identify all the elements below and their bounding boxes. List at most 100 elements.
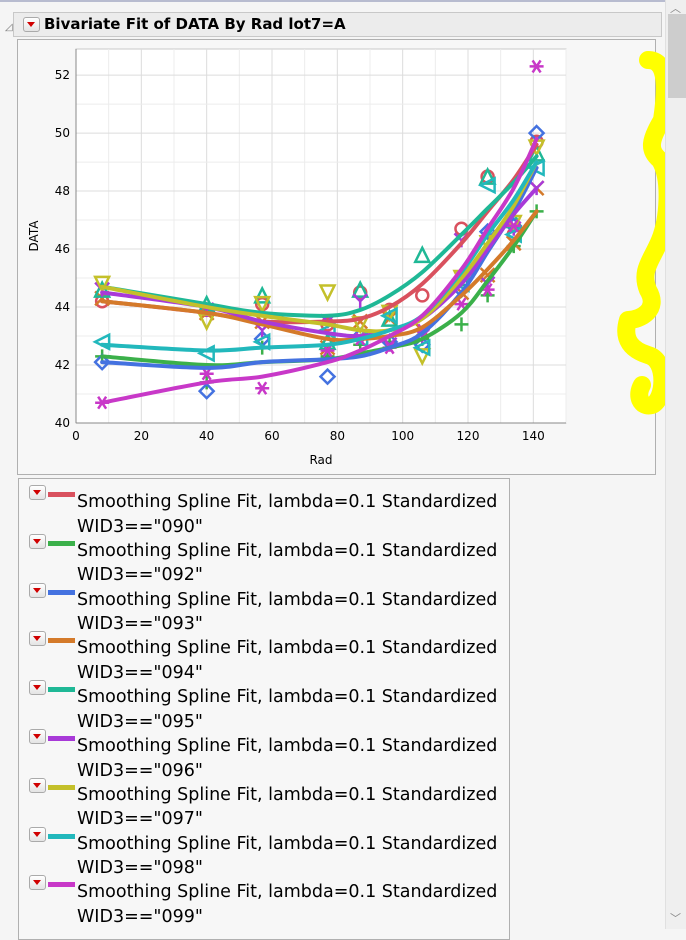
- data-point-circle: [415, 288, 430, 303]
- red-triangle-menu-icon[interactable]: [29, 582, 46, 598]
- legend-swatch: [48, 882, 75, 888]
- red-triangle-menu-icon[interactable]: [29, 826, 46, 842]
- data-point-diamond: [318, 367, 337, 386]
- window-top-border: [0, 0, 686, 2]
- red-triangle-menu-icon[interactable]: [29, 875, 46, 891]
- data-point-triangle-down: [253, 295, 272, 314]
- legend-item: Smoothing Spline Fit, lambda=0.1 Standar…: [29, 725, 509, 781]
- data-point-asterisk: [529, 59, 544, 74]
- spline-fit-line: [100, 136, 539, 405]
- legend-label: Smoothing Spline Fit, lambda=0.1 Standar…: [77, 490, 497, 539]
- legend-label: Smoothing Spline Fit, lambda=0.1 Standar…: [77, 832, 497, 881]
- legend-label-line2: WID3=="098": [77, 858, 203, 879]
- x-tick-label: 80: [330, 429, 345, 443]
- y-tick-label: 42: [55, 358, 70, 372]
- legend-label: Smoothing Spline Fit, lambda=0.1 Standar…: [77, 880, 497, 929]
- legend-swatch: [48, 784, 75, 790]
- red-triangle-menu-icon[interactable]: [29, 533, 46, 549]
- data-point-triangle-left: [412, 338, 431, 357]
- x-tick-label: 120: [457, 429, 480, 443]
- data-point-triangle-left: [379, 306, 398, 325]
- data-point-plus: [454, 317, 469, 332]
- red-triangle-menu-icon[interactable]: [29, 729, 46, 744]
- red-triangle-menu-icon[interactable]: [29, 777, 46, 793]
- legend-label-line2: WID3=="099": [77, 906, 203, 927]
- legend-label-line2: WID3=="097": [77, 809, 203, 830]
- data-point-triangle-left: [252, 332, 271, 351]
- bivariate-plot[interactable]: 0 20 40 60 80 100 120 140 40 42 44 46 48 50 52 Rad DAT…: [0, 0, 686, 480]
- data-point-triangle-left: [477, 176, 496, 195]
- x-tick-label: 100: [391, 429, 414, 443]
- y-axis-label: DATA: [27, 220, 41, 252]
- x-tick-label: 40: [199, 429, 214, 443]
- data-point-diamond: [93, 353, 111, 371]
- red-triangle-menu-icon[interactable]: [29, 631, 46, 647]
- data-point-diamond: [197, 382, 216, 400]
- legend-label: Smoothing Spline Fit, lambda=0.1 Standar…: [77, 685, 497, 734]
- data-point-asterisk: [255, 381, 270, 395]
- legend-swatch: [48, 833, 75, 839]
- y-tick-label: 40: [55, 416, 70, 430]
- scrollbar-thumb[interactable]: [668, 14, 686, 98]
- legend-label-line1: Smoothing Spline Fit, lambda=0.1 Standar…: [77, 687, 498, 708]
- data-point-triangle-down: [318, 284, 337, 303]
- data-point-triangle-up: [93, 279, 112, 298]
- data-point-triangle-down: [413, 348, 432, 367]
- legend-label: Smoothing Spline Fit, lambda=0.1 Standar…: [77, 636, 497, 685]
- legend-swatch: [48, 492, 75, 497]
- legend-item: Smoothing Spline Fit, lambda=0.1 Standar…: [29, 481, 509, 537]
- legend-label-line2: WID3=="096": [77, 760, 203, 781]
- legend-label-line1: Smoothing Spline Fit, lambda=0.1 Standar…: [77, 589, 498, 610]
- legend-label-line1: Smoothing Spline Fit, lambda=0.1 Standar…: [77, 638, 498, 659]
- y-tick-label: 44: [55, 300, 70, 314]
- disclosure-triangle-icon[interactable]: ◿: [5, 22, 13, 33]
- legend-swatch: [48, 736, 75, 741]
- legend-label: Smoothing Spline Fit, lambda=0.1 Standar…: [77, 783, 497, 832]
- fit-legend: Smoothing Spline Fit, lambda=0.1 Standar…: [18, 478, 510, 940]
- data-point-y: [352, 293, 369, 309]
- x-tick-label: 140: [522, 429, 545, 443]
- data-point-triangle-up: [478, 166, 497, 185]
- legend-label-line1: Smoothing Spline Fit, lambda=0.1 Standar…: [77, 736, 498, 756]
- legend-swatch: [48, 687, 75, 693]
- legend-label-line2: WID3=="092": [77, 565, 203, 586]
- legend-label-line1: Smoothing Spline Fit, lambda=0.1 Standar…: [77, 784, 498, 805]
- legend-label: Smoothing Spline Fit, lambda=0.1 Standar…: [77, 588, 497, 637]
- x-tick-label: 20: [134, 429, 149, 443]
- red-triangle-menu-icon[interactable]: [29, 680, 46, 696]
- y-tick-label: 50: [55, 126, 70, 140]
- y-tick-label: 48: [55, 184, 70, 198]
- legend-swatch: [48, 638, 75, 644]
- legend-item: Smoothing Spline Fit, lambda=0.1 Standar…: [29, 823, 509, 878]
- spline-fit-line: [100, 154, 539, 318]
- y-tick-label: 46: [55, 242, 70, 256]
- legend-item: Smoothing Spline Fit, lambda=0.1 Standar…: [29, 530, 509, 585]
- legend-item: Smoothing Spline Fit, lambda=0.1 Standar…: [29, 676, 509, 732]
- legend-item: Smoothing Spline Fit, lambda=0.1 Standar…: [29, 871, 509, 927]
- legend-label-line2: WID3=="090": [77, 516, 203, 537]
- scroll-up-icon[interactable]: ︿: [670, 2, 681, 15]
- data-point-triangle-up: [413, 245, 432, 264]
- legend-swatch: [48, 589, 75, 595]
- y-tick-label: 52: [55, 68, 70, 82]
- vertical-scrollbar[interactable]: ︿ ﹀: [665, 0, 686, 929]
- legend-item: Smoothing Spline Fit, lambda=0.1 Standar…: [29, 579, 509, 634]
- legend-label-line1: Smoothing Spline Fit, lambda=0.1 Standar…: [77, 540, 498, 561]
- x-tick-label: 60: [264, 429, 279, 443]
- legend-item: Smoothing Spline Fit, lambda=0.1 Standar…: [29, 774, 509, 829]
- data-point-triangle-down: [93, 275, 112, 294]
- legend-label-line1: Smoothing Spline Fit, lambda=0.1 Standar…: [77, 882, 498, 903]
- spline-fit-line: [100, 160, 539, 353]
- red-triangle-menu-icon[interactable]: [23, 17, 40, 32]
- legend-label: Smoothing Spline Fit, lambda=0.1 Standar…: [77, 734, 497, 783]
- legend-label-line1: Smoothing Spline Fit, lambda=0.1 Standar…: [77, 492, 498, 512]
- report-title: Bivariate Fit of DATA By Rad lot7=A: [44, 15, 346, 33]
- legend-label-line1: Smoothing Spline Fit, lambda=0.1 Standar…: [77, 833, 498, 854]
- legend-label-line2: WID3=="093": [77, 614, 203, 635]
- legend-swatch: [48, 540, 75, 546]
- red-triangle-menu-icon[interactable]: [29, 485, 46, 500]
- x-tick-label: 0: [72, 429, 80, 443]
- x-axis-label: Rad: [309, 453, 332, 467]
- scroll-down-icon[interactable]: ﹀: [670, 912, 681, 925]
- legend-item: Smoothing Spline Fit, lambda=0.1 Standar…: [29, 627, 509, 683]
